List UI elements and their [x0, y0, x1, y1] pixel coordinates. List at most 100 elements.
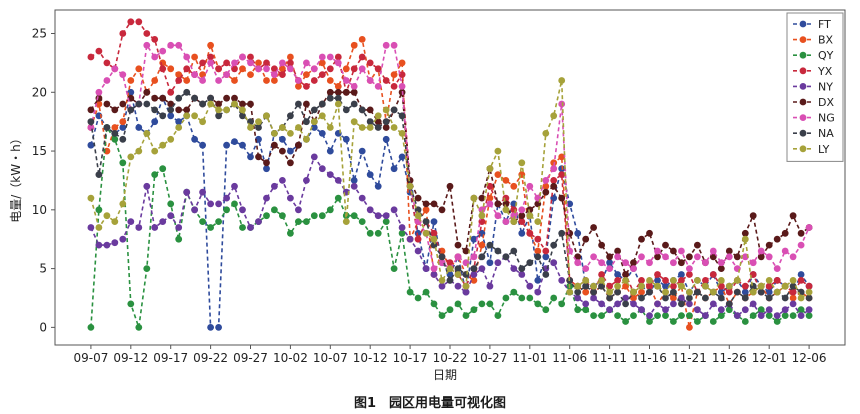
data-point	[558, 277, 566, 284]
data-point	[151, 171, 159, 179]
data-point	[686, 294, 693, 302]
data-point	[95, 206, 103, 214]
data-point	[502, 294, 510, 302]
data-point	[654, 271, 661, 278]
data-point	[502, 177, 510, 184]
data-point	[167, 88, 175, 96]
data-point	[542, 271, 550, 278]
data-point	[326, 65, 334, 73]
data-point	[318, 112, 326, 120]
data-point	[757, 288, 765, 296]
data-point	[183, 106, 191, 114]
data-point	[789, 277, 797, 284]
data-point	[334, 194, 342, 202]
data-point	[295, 77, 302, 84]
data-point	[510, 247, 518, 255]
data-point	[797, 271, 805, 278]
data-point	[741, 288, 749, 296]
data-point	[151, 118, 159, 126]
data-point	[358, 36, 366, 43]
data-point	[398, 130, 406, 137]
data-point	[414, 229, 422, 237]
data-point	[717, 277, 725, 284]
data-point	[510, 218, 518, 226]
data-point	[446, 259, 454, 267]
data-point	[350, 100, 358, 108]
data-point	[518, 218, 526, 226]
data-point	[159, 112, 167, 120]
series-ly	[87, 77, 813, 302]
data-point	[430, 229, 438, 237]
data-point	[518, 159, 526, 167]
data-point	[486, 165, 494, 173]
data-point	[215, 100, 223, 108]
data-point	[765, 253, 773, 261]
data-point	[694, 288, 701, 296]
data-point	[462, 312, 470, 319]
data-point	[446, 182, 454, 190]
data-point	[582, 235, 590, 243]
data-point	[223, 206, 231, 214]
data-point	[167, 112, 175, 120]
data-point	[326, 53, 334, 61]
data-point	[781, 247, 789, 255]
data-point	[223, 59, 231, 67]
data-point	[287, 229, 294, 237]
data-point	[350, 212, 358, 220]
data-point	[239, 53, 246, 61]
data-point	[494, 312, 502, 319]
data-point	[789, 312, 797, 319]
data-point	[151, 147, 159, 155]
data-point	[127, 153, 135, 161]
data-point	[326, 124, 334, 131]
x-tick-label: 12-06	[792, 351, 827, 365]
data-point	[358, 53, 366, 61]
data-point	[382, 106, 390, 114]
data-point	[334, 83, 342, 90]
data-point	[670, 259, 677, 267]
data-point	[765, 312, 773, 319]
data-point	[111, 65, 119, 73]
data-point	[781, 312, 789, 319]
data-point	[366, 118, 374, 126]
data-point	[342, 77, 350, 84]
data-point	[326, 171, 334, 179]
data-point	[550, 294, 558, 302]
data-point	[358, 65, 366, 73]
data-point	[406, 288, 414, 296]
data-point	[231, 100, 238, 108]
data-point	[430, 235, 438, 243]
data-point	[702, 282, 709, 290]
plot-area	[87, 18, 813, 331]
data-point	[550, 112, 558, 120]
data-point	[183, 88, 191, 96]
data-point	[191, 206, 199, 214]
data-point	[574, 259, 582, 267]
data-point	[582, 277, 590, 284]
data-point	[454, 253, 462, 261]
data-point	[454, 271, 462, 278]
data-point	[534, 300, 542, 308]
data-point	[526, 206, 534, 214]
data-point	[670, 300, 677, 308]
data-point	[239, 65, 246, 73]
data-point	[143, 88, 151, 96]
data-point	[231, 182, 238, 190]
data-point	[438, 247, 446, 255]
data-point	[558, 77, 566, 84]
data-point	[390, 265, 398, 272]
data-point	[398, 229, 406, 237]
data-point	[318, 59, 326, 67]
data-point	[598, 312, 605, 319]
data-point	[526, 229, 534, 237]
data-point	[789, 288, 797, 296]
data-point	[382, 77, 390, 84]
data-point	[239, 112, 246, 120]
data-point	[247, 124, 254, 131]
data-point	[215, 65, 223, 73]
data-point	[231, 65, 238, 73]
series-line	[90, 20, 810, 294]
data-point	[686, 253, 693, 261]
data-point	[390, 106, 398, 114]
data-point	[518, 206, 526, 214]
